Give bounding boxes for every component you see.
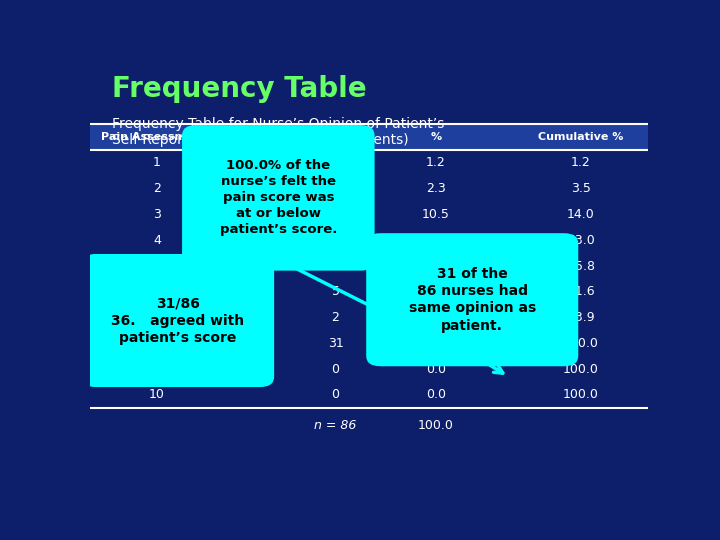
Text: Frequency Table: Frequency Table: [112, 75, 367, 103]
Text: 100.0: 100.0: [563, 363, 599, 376]
Text: 61.6: 61.6: [567, 285, 595, 298]
Text: 8: 8: [153, 337, 161, 350]
Text: 4: 4: [153, 234, 161, 247]
Text: 5.8: 5.8: [426, 285, 446, 298]
Text: 9: 9: [153, 363, 161, 376]
FancyBboxPatch shape: [182, 125, 374, 271]
Text: 1: 1: [153, 157, 161, 170]
FancyBboxPatch shape: [81, 254, 274, 387]
Text: 2: 2: [332, 311, 339, 324]
Text: 63.9: 63.9: [567, 311, 595, 324]
Text: Cumulative %: Cumulative %: [539, 132, 624, 142]
Text: 1.2: 1.2: [571, 157, 591, 170]
Text: 31/86
36.   agreed with
patient’s score: 31/86 36. agreed with patient’s score: [112, 296, 245, 345]
Text: %: %: [431, 132, 441, 142]
Text: 3.5: 3.5: [571, 182, 591, 195]
Text: 2.3: 2.3: [426, 311, 446, 324]
Text: 100.0: 100.0: [563, 388, 599, 401]
FancyBboxPatch shape: [90, 124, 648, 150]
Text: 2.3: 2.3: [426, 182, 446, 195]
Text: 10: 10: [149, 388, 165, 401]
Text: Pain Assessment Score: Pain Assessment Score: [102, 132, 246, 142]
Text: 1.2: 1.2: [426, 157, 446, 170]
Text: 5: 5: [331, 285, 340, 298]
Text: Self-Reported Pain Score (smiling patients): Self-Reported Pain Score (smiling patien…: [112, 133, 409, 147]
Text: 5: 5: [153, 260, 161, 273]
Text: 3: 3: [153, 208, 161, 221]
Text: 0.0: 0.0: [426, 388, 446, 401]
Text: 55.8: 55.8: [567, 260, 595, 273]
Text: 14.0: 14.0: [567, 208, 595, 221]
Text: 31 of the
86 nurses had
same opinion as
patient.: 31 of the 86 nurses had same opinion as …: [409, 267, 536, 333]
Text: 7: 7: [153, 311, 161, 324]
Text: 100.0: 100.0: [563, 337, 599, 350]
Text: 100.0: 100.0: [418, 420, 454, 433]
Text: 0: 0: [331, 388, 340, 401]
Text: 0: 0: [331, 363, 340, 376]
Text: 10: 10: [328, 234, 343, 247]
Text: n = 86: n = 86: [315, 420, 356, 433]
Text: 36.1: 36.1: [422, 337, 450, 350]
Text: 10.5: 10.5: [422, 208, 450, 221]
Text: Frequency: Frequency: [303, 132, 368, 142]
Text: 11: 11: [328, 260, 343, 273]
Text: Frequency Table for Nurse’s Opinion of Patient’s: Frequency Table for Nurse’s Opinion of P…: [112, 117, 445, 131]
Text: 100.0% of the
nurse’s felt the
pain score was
at or below
patient’s score.: 100.0% of the nurse’s felt the pain scor…: [220, 159, 337, 237]
Text: 2: 2: [153, 182, 161, 195]
Text: 43.0: 43.0: [567, 234, 595, 247]
Text: 11.6: 11.6: [422, 234, 450, 247]
Text: 0.0: 0.0: [426, 363, 446, 376]
FancyBboxPatch shape: [366, 233, 578, 366]
Text: 2: 2: [332, 182, 339, 195]
Text: 9: 9: [332, 208, 339, 221]
Text: 12.8: 12.8: [422, 260, 450, 273]
Text: 6: 6: [153, 285, 161, 298]
Text: 1: 1: [332, 157, 339, 170]
Text: 31: 31: [328, 337, 343, 350]
